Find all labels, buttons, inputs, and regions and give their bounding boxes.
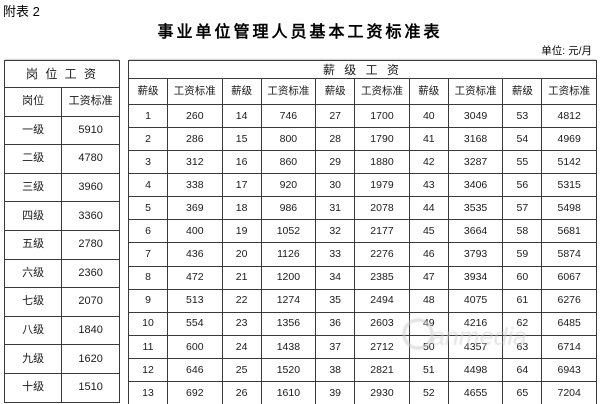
svg-text:anmedia: anmedia [431, 323, 527, 351]
